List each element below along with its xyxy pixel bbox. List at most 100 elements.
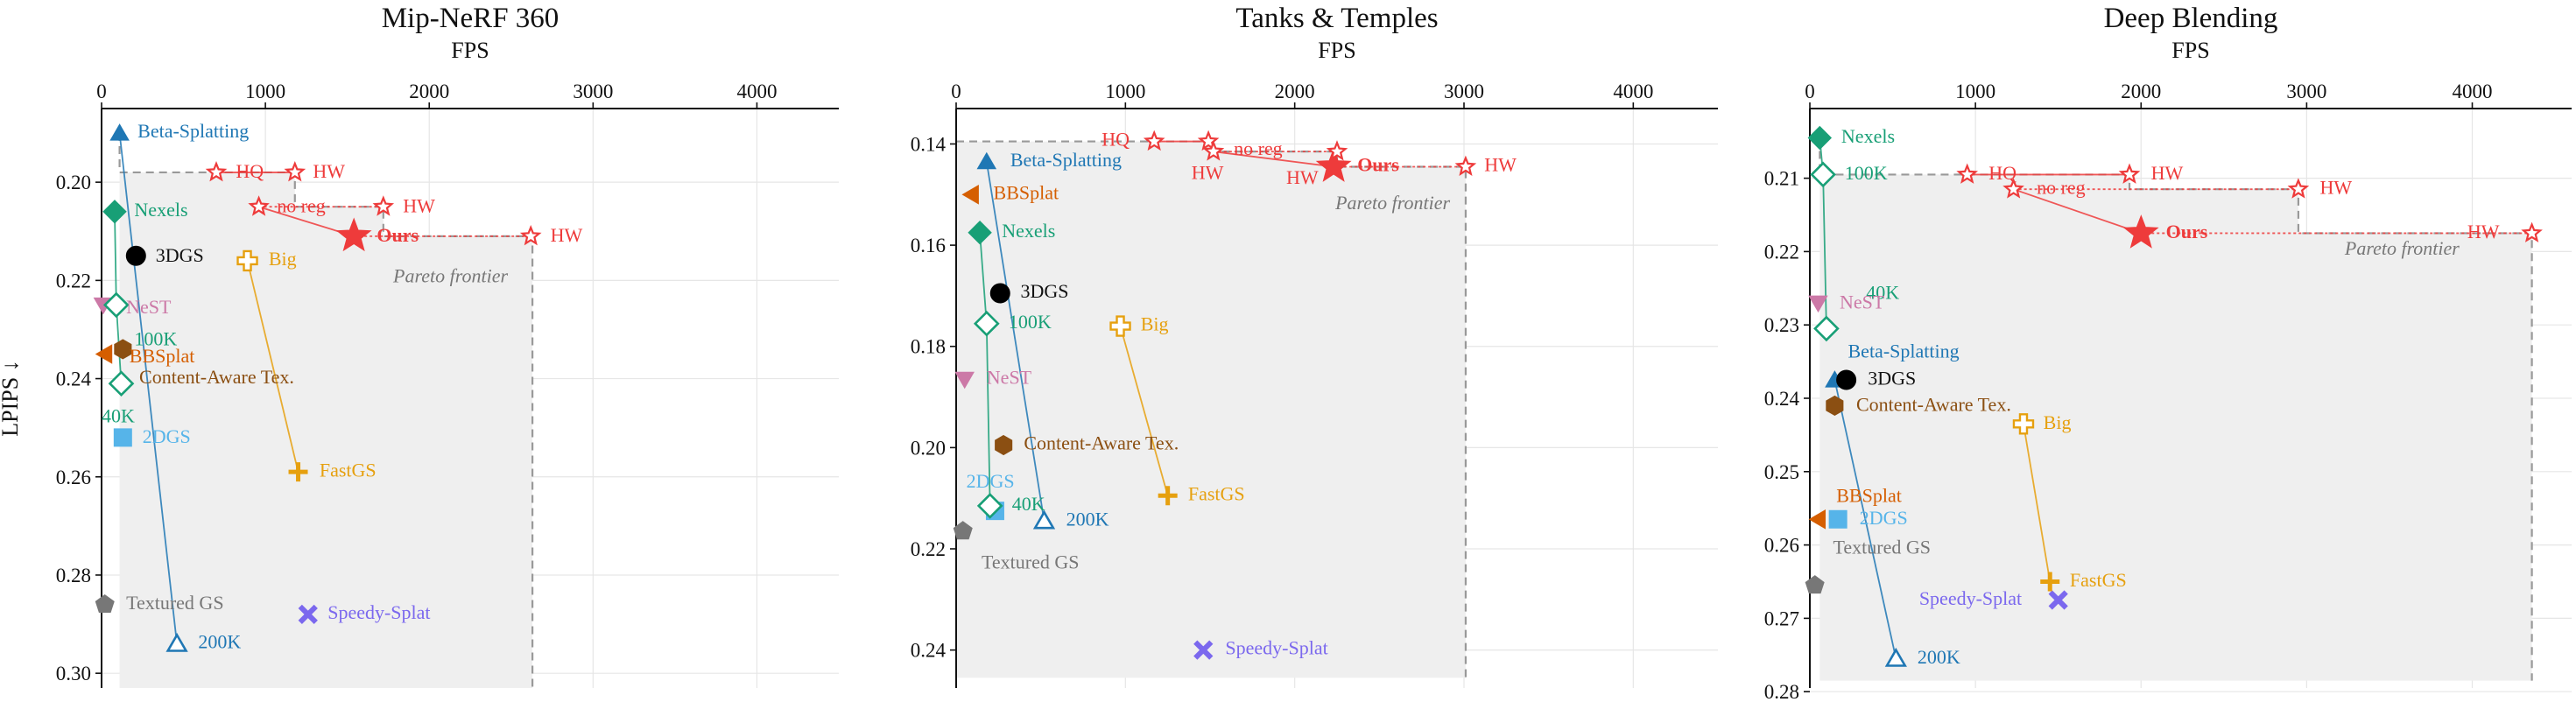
data-label-100k: 100K xyxy=(1845,162,1888,184)
data-label-nexels: Nexels xyxy=(1002,220,1055,242)
y-tick-label: 0.26 xyxy=(56,467,91,488)
point-ours xyxy=(1315,148,1352,182)
x-tick-label: 2000 xyxy=(409,81,449,102)
data-label-hw: HW xyxy=(1286,166,1319,188)
point-variant xyxy=(2118,163,2141,184)
y-tick-label: 0.24 xyxy=(1764,388,1800,410)
data-label-speedy-splat: Speedy-Splat xyxy=(1919,587,2022,609)
series-line xyxy=(246,260,299,473)
data-label-hw: HW xyxy=(1192,161,1224,183)
point-speedy-splat xyxy=(298,604,318,624)
point-big xyxy=(236,249,258,272)
y-tick-label: 0.20 xyxy=(911,437,946,459)
x-tick-label: 4000 xyxy=(736,81,777,102)
data-label-nest: NeST xyxy=(1840,291,1885,312)
point-textured-gs xyxy=(1805,575,1825,594)
y-tick-label: 0.26 xyxy=(1764,535,1799,557)
point-variant xyxy=(1810,161,1836,188)
y-tick-label: 0.24 xyxy=(911,640,947,662)
point-variant xyxy=(1143,130,1165,151)
point-beta-splatting xyxy=(109,123,130,141)
data-label-hq: HQ xyxy=(236,160,264,182)
data-label-hw: HW xyxy=(1484,154,1517,176)
point-ours xyxy=(2122,214,2159,249)
y-tick-label: 0.28 xyxy=(1764,681,1799,702)
data-label-fastgs: FastGS xyxy=(1188,482,1245,504)
x-axis-label: FPS xyxy=(451,38,489,63)
data-label-nexels: Nexels xyxy=(134,199,187,221)
point-3dgs xyxy=(125,245,146,266)
data-label-hw: HW xyxy=(551,224,583,246)
data-label-hw: HW xyxy=(313,160,345,182)
point-variant xyxy=(976,493,1003,519)
point-variant xyxy=(2002,178,2024,199)
data-label-big: Big xyxy=(2044,411,2072,433)
data-label-100k: 100K xyxy=(134,328,177,350)
data-label-big: Big xyxy=(1141,313,1169,335)
data-label-big: Big xyxy=(269,248,297,270)
data-label-nest: NeST xyxy=(987,366,1032,388)
data-label-200k: 200K xyxy=(198,631,241,653)
data-label-beta-splatting: Beta-Splatting xyxy=(1848,340,1960,362)
point-content-aware-tex xyxy=(114,339,132,360)
series-line xyxy=(1119,326,1169,496)
data-label-nest: NeST xyxy=(126,296,172,318)
point-fastgs xyxy=(288,462,308,482)
point-nest xyxy=(954,371,975,390)
data-label-40k: 40K xyxy=(1012,493,1045,515)
data-label-hw: HW xyxy=(2151,162,2184,184)
data-label-hw: HW xyxy=(2320,177,2353,199)
y-tick-label: 0.14 xyxy=(911,133,947,155)
point-2dgs xyxy=(113,428,132,447)
data-label-speedy-splat: Speedy-Splat xyxy=(1225,637,1327,659)
x-axis-label: FPS xyxy=(1318,38,1355,63)
y-tick-label: 0.27 xyxy=(1764,607,1799,629)
point-bbsplat xyxy=(1808,509,1826,530)
data-label-speedy-splat: Speedy-Splat xyxy=(327,601,430,623)
data-label-40k: 40K xyxy=(102,405,135,427)
chart-title: Mip-NeRF 360 xyxy=(382,3,560,34)
data-label-hw: HW xyxy=(2467,221,2500,242)
data-label-textured-gs: Textured GS xyxy=(1833,536,1931,558)
data-label-ours: Ours xyxy=(2166,221,2208,242)
y-axis-label: LPIPS ↓ xyxy=(0,360,23,436)
point-content-aware-tex xyxy=(995,434,1013,456)
point-variant xyxy=(973,310,1000,337)
pareto-region xyxy=(956,141,1466,678)
point-variant xyxy=(372,195,395,216)
point-variant xyxy=(205,160,228,182)
data-label-2dgs: 2DGS xyxy=(967,470,1015,492)
data-label-200k: 200K xyxy=(1066,508,1109,530)
data-label-content-aware-tex: Content-Aware Tex. xyxy=(139,366,294,388)
y-tick-label: 0.20 xyxy=(56,172,91,193)
data-label-2dgs: 2DGS xyxy=(1860,507,1908,529)
point-big xyxy=(2012,413,2035,435)
x-tick-label: 2000 xyxy=(2121,81,2161,102)
point-speedy-splat xyxy=(1193,640,1214,660)
point-variant xyxy=(102,291,130,319)
data-label-beta-splatting: Beta-Splatting xyxy=(1010,149,1122,171)
series-line xyxy=(1833,379,1897,659)
pareto-frontier-label: Pareto frontier xyxy=(1334,192,1450,214)
point-variant xyxy=(1454,155,1477,176)
data-label-textured-gs: Textured GS xyxy=(126,592,224,614)
point-variant xyxy=(1032,509,1056,530)
point-speedy-splat xyxy=(2048,590,2068,610)
point-beta-splatting xyxy=(976,151,997,170)
data-label-3dgs: 3DGS xyxy=(1020,280,1068,302)
y-tick-label: 0.23 xyxy=(1764,314,1799,336)
y-tick-label: 0.22 xyxy=(1764,241,1799,263)
data-label-content-aware-tex: Content-Aware Tex. xyxy=(1024,432,1179,454)
point-big xyxy=(1109,315,1131,337)
y-tick-label: 0.16 xyxy=(911,235,946,256)
data-label-200k: 200K xyxy=(1918,646,1960,668)
point-bbsplat xyxy=(961,185,979,205)
x-tick-label: 4000 xyxy=(2453,81,2493,102)
point-bbsplat xyxy=(95,344,113,364)
panel-mip-nerf-360: 0 1000 2000 3000 4000 0.20 0.22 0.24 0.26 0.28 0.3… xyxy=(0,3,839,688)
point-textured-gs xyxy=(953,521,973,540)
x-tick-label: 1000 xyxy=(1955,81,1995,102)
data-label-3dgs: 3DGS xyxy=(1868,368,1916,390)
data-label-hq: HQ xyxy=(1988,162,2016,184)
